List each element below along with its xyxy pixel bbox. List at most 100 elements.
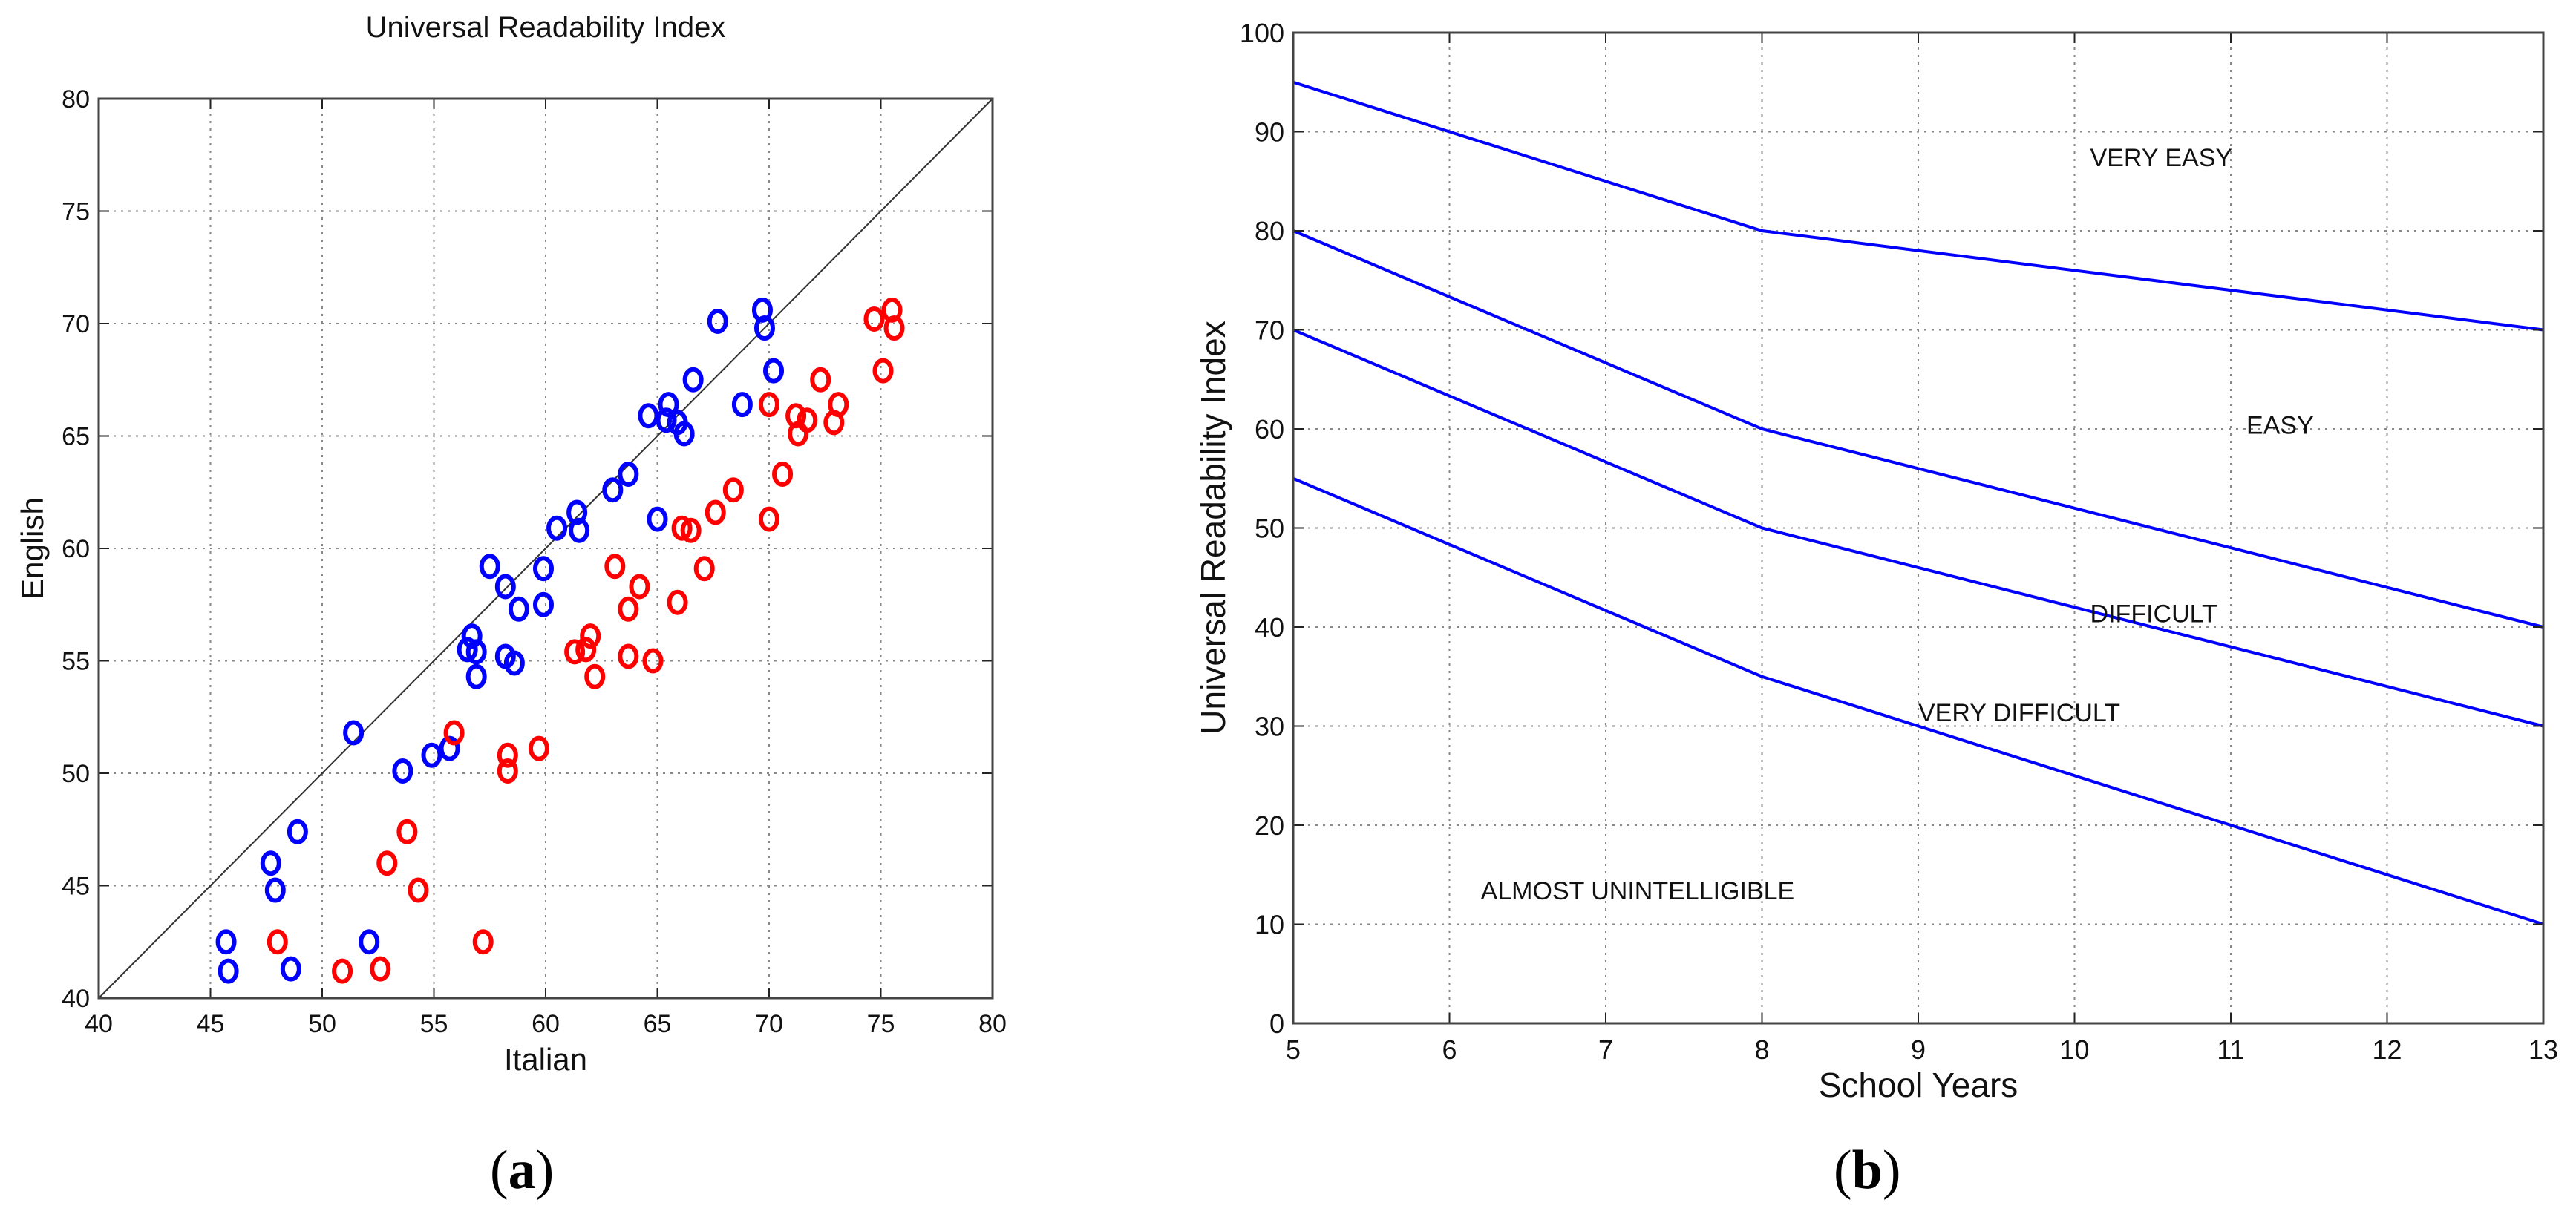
red-circle-marker [376,850,398,876]
zone-label: VERY EASY [2090,144,2233,172]
red-circle-marker [722,477,744,503]
zone-label: DIFFICULT [2090,600,2217,628]
chart-a-x-axis-label: Italian [504,1042,587,1077]
line-chart-b: VERY EASY EASY DIFFICULT VERY DIFFICULT ALMO… [1194,18,2558,1104]
chart-a-plot-frame [97,97,994,1000]
red-circle-marker [705,499,726,525]
chart-b-x-tick-label: 6 [1442,1034,1457,1065]
red-circle-marker [396,819,418,844]
blue-circle-marker [457,637,478,663]
chart-a-x-tick-label: 70 [755,1010,783,1038]
chart-a-x-tick-label: 55 [420,1010,448,1038]
zone-label: ALMOST UNINTELLIGIBLE [1481,877,1795,905]
chart-b-x-tick-label: 13 [2528,1034,2558,1065]
red-circle-marker [618,643,639,669]
chart-b-y-tick-label: 20 [1255,810,1284,841]
red-circle-marker [472,929,494,955]
chart-b-x-tick-label: 11 [2217,1034,2244,1065]
red-circle-marker [528,735,549,761]
chart-b-y-tick-label: 0 [1269,1008,1284,1039]
chart-b-y-tick-label: 80 [1255,216,1284,246]
blue-circle-marker [264,877,286,903]
red-circle-marker [671,515,693,541]
blue-circle-marker [260,850,281,876]
blue-circle-marker [566,499,588,525]
chart-b-y-tick-label: 50 [1255,513,1284,543]
blue-circle-marker [763,358,785,384]
chart-a-diagonal-reference-line [98,98,993,999]
chart-b-x-tick-label: 9 [1911,1034,1926,1065]
blue-circle-marker [707,308,728,334]
chart-b-y-tick-label: 30 [1255,711,1284,741]
chart-b-x-tick-label: 8 [1754,1034,1769,1065]
chart-a-axes: 40 45 50 55 60 65 70 75 80 40 45 50 55 60 65 70 75 80 [62,85,1007,1038]
blue-circle-marker [421,742,442,768]
chart-b-grid [1293,33,2543,1023]
panel-b-letter: b [1851,1140,1883,1201]
blue-circle-marker [494,574,516,600]
chart-a-y-tick-label: 80 [62,85,90,114]
chart-a-title: Universal Readability Index [366,11,726,44]
red-circle-marker [629,574,650,600]
blue-circle-marker [532,556,554,582]
red-circle-marker [680,517,702,543]
red-circle-marker [810,367,831,393]
red-circle-marker [497,758,518,784]
red-circle-marker [332,958,353,984]
chart-b-x-tick-label: 10 [2059,1034,2089,1065]
zone-boundary-line [1292,328,2544,728]
red-circle-marker [564,639,586,665]
chart-b-x-tick-label: 5 [1286,1034,1301,1065]
red-circle-marker [863,306,885,332]
blue-circle-marker [287,819,308,844]
chart-b-zone-labels: VERY EASY EASY DIFFICULT VERY DIFFICULT ALMO… [1481,144,2314,905]
chart-a-y-tick-label: 50 [62,760,90,788]
chart-b-y-tick-label: 90 [1255,117,1284,147]
red-circle-marker [759,392,779,418]
chart-a-y-tick-label: 60 [62,535,90,563]
chart-a-grid [99,99,993,998]
chart-b-y-axis-label: Universal Readability Index [1194,321,1232,734]
blue-circle-marker [359,929,380,955]
chart-b-zone-boundary-lines [1292,80,2544,926]
chart-b-axes: 5 6 7 8 9 10 11 12 13 0 10 20 30 40 50 60 70 80 90 100 [1240,18,2558,1065]
red-circle-marker [370,956,391,982]
zone-label: EASY [2246,412,2314,440]
red-circle-marker [667,589,688,615]
zone-boundary-line [1292,476,2544,926]
blue-circle-marker [343,720,365,746]
blue-circle-marker [546,515,568,541]
chart-b-y-tick-label: 40 [1255,612,1284,643]
chart-a-x-tick-label: 60 [532,1010,560,1038]
blue-circle-marker [479,554,500,580]
zone-label: VERY DIFFICULT [1918,699,2120,727]
red-circle-marker [604,554,626,580]
chart-b-x-axis-label: School Years [1819,1066,2018,1104]
chart-a-x-tick-label: 40 [85,1010,113,1038]
blue-circle-marker [465,663,487,689]
chart-b-plot-frame [1292,31,2545,1025]
diagonal-line [98,98,993,999]
chart-a-x-tick-label: 50 [308,1010,336,1038]
chart-b-y-tick-label: 60 [1255,414,1284,445]
red-circle-marker [584,663,606,689]
red-circle-marker [267,929,288,955]
blue-circle-marker [532,591,554,617]
chart-a-y-tick-label: 65 [62,423,90,451]
chart-a-x-tick-label: 80 [978,1010,1007,1038]
blue-circle-marker [602,477,624,503]
chart-a-x-tick-label: 45 [197,1010,225,1038]
chart-b-y-tick-label: 10 [1255,909,1284,939]
red-circle-marker [618,596,639,622]
red-circle-marker [772,462,794,488]
panel-b-caption: (b) [1834,1140,1901,1201]
zone-boundary-line [1292,229,2544,629]
blue-circle-marker [731,392,753,418]
blue-circle-marker [638,403,659,429]
blue-circle-marker [461,623,483,649]
chart-a-x-tick-label: 75 [867,1010,895,1038]
red-circle-marker [759,506,779,532]
chart-a-y-tick-label: 70 [62,310,90,338]
chart-a-data-points [215,297,905,984]
